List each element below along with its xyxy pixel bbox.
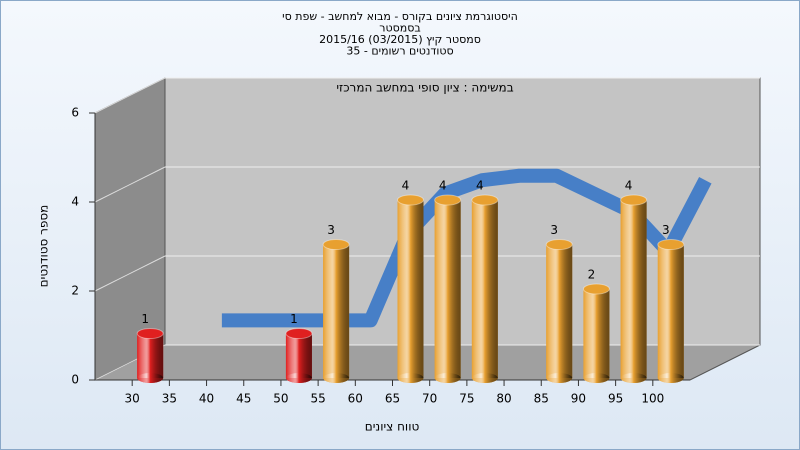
bar-top	[285, 328, 313, 339]
value-label: 4	[402, 179, 410, 193]
chart-title: סטודנטים רשומים - 35	[346, 45, 453, 58]
x-tick-label: 80	[496, 392, 511, 406]
bar-shade	[397, 200, 424, 378]
value-label: 4	[439, 179, 447, 193]
bar-shade	[285, 333, 312, 378]
bar-base-shade	[397, 373, 424, 383]
y-tick-label: 2	[71, 284, 79, 298]
bar-base-shade	[285, 373, 312, 383]
x-tick-label: 40	[199, 392, 214, 406]
x-axis-label: טווח ציונים	[365, 420, 420, 434]
bar-top	[136, 328, 164, 339]
bar-base-shade	[434, 373, 461, 383]
y-tick-label: 4	[71, 195, 79, 209]
value-label: 3	[550, 223, 558, 237]
x-tick-label: 75	[459, 392, 474, 406]
chart-title: בסמסטר	[379, 22, 420, 35]
x-tick-label: 65	[385, 392, 400, 406]
bar-top	[620, 194, 648, 206]
x-tick-label: 30	[125, 392, 140, 406]
bar-top	[434, 194, 462, 206]
y-tick-label: 6	[71, 106, 79, 120]
y-tick-label: 0	[71, 373, 79, 387]
bar-base-shade	[471, 373, 498, 383]
bar-shade	[471, 200, 498, 378]
grid-line	[94, 77, 166, 114]
bar-top	[582, 283, 610, 295]
value-label: 3	[662, 223, 670, 237]
bar-shade	[137, 333, 164, 378]
bar-base-shade	[583, 373, 610, 383]
bar-shade	[323, 244, 350, 378]
bar-top	[397, 194, 424, 206]
x-tick-label: 60	[348, 392, 363, 406]
subtitle: במשימה : ציון סופי במחשב המרכזי	[336, 81, 513, 95]
bar-shade	[546, 244, 573, 378]
value-label: 4	[625, 179, 633, 193]
x-tick-label: 45	[236, 392, 251, 406]
bar-base-shade	[323, 373, 350, 383]
x-tick-label: 70	[422, 392, 437, 406]
grid-line	[94, 255, 166, 292]
bar-base-shade	[657, 373, 684, 383]
bar-top	[471, 194, 499, 206]
x-tick-label: 100	[641, 392, 664, 406]
value-label: 1	[290, 312, 298, 326]
value-label: 1	[141, 312, 149, 326]
chart-title: סמסטר קיץ (03/2015) 2015/16	[319, 33, 481, 46]
y-axis-label: מספר סטודנטים	[37, 205, 51, 288]
bar-base-shade	[546, 373, 573, 383]
bar-shade	[583, 289, 610, 378]
grid-line	[94, 166, 166, 203]
chart-title: היסטוגרמת ציונים בקורס - מבוא למחשב - שפ…	[282, 10, 518, 23]
x-tick-label: 85	[534, 392, 549, 406]
bar-base-shade	[137, 373, 164, 383]
x-tick-label: 90	[571, 392, 586, 406]
bar-shade	[657, 244, 684, 378]
bar-top	[657, 239, 685, 250]
bar-top	[322, 239, 350, 250]
value-label: 3	[327, 223, 335, 237]
bar-shade	[434, 200, 461, 378]
bar-top	[545, 239, 573, 250]
x-tick-label: 35	[162, 392, 177, 406]
value-label: 2	[588, 268, 596, 282]
value-label: 4	[476, 179, 484, 193]
x-tick-label: 95	[608, 392, 623, 406]
bar-base-shade	[620, 373, 647, 383]
bar-shade	[620, 200, 647, 378]
x-tick-label: 55	[310, 392, 325, 406]
x-tick-label: 50	[273, 392, 288, 406]
